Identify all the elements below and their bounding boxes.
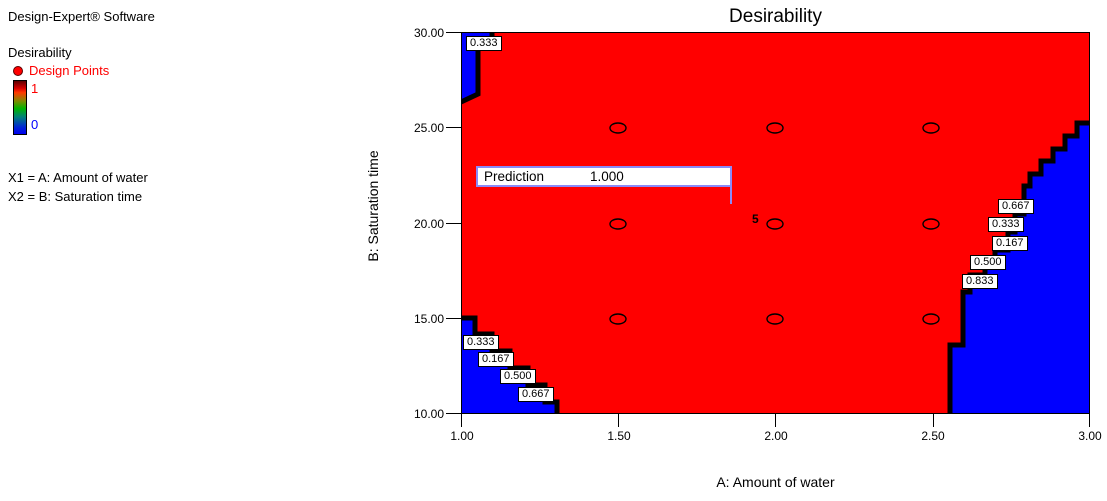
contour-label: 0.500 [500, 369, 536, 384]
y-tick [446, 32, 461, 33]
design-point-legend-icon [13, 66, 23, 76]
contour-label: 0.500 [970, 255, 1006, 270]
x1-assignment-label: X1 = A: Amount of water [8, 170, 148, 185]
color-scale-gradient [13, 80, 27, 135]
contour-label: 0.333 [466, 36, 502, 51]
y-tick-label: 20.00 [413, 217, 444, 231]
contour-label: 0.667 [518, 387, 554, 402]
x-tick [775, 414, 776, 427]
app-title: Design-Expert® Software [8, 9, 155, 24]
x-tick-label: 2.50 [921, 429, 945, 443]
response-name-label: Desirability [8, 45, 72, 60]
y-axis-title: B: Saturation time [365, 150, 381, 262]
x-axis-title: A: Amount of water [716, 474, 835, 490]
prediction-flag[interactable]: Prediction 1.000 [476, 166, 732, 187]
y-tick-label: 25.00 [413, 121, 444, 135]
prediction-leader-line [730, 187, 732, 204]
y-tick [446, 413, 461, 414]
color-scale-min-label: 0 [31, 117, 39, 132]
contour-label: 0.333 [988, 217, 1024, 232]
contour-label: 0.167 [478, 352, 514, 367]
contour-plot-canvas[interactable]: 0.333 0.667 0.333 0.167 0.500 0.833 0.33… [461, 32, 1090, 414]
x-tick [461, 414, 462, 427]
prediction-value: 1.000 [590, 169, 624, 184]
center-point-count-label: 5 [752, 212, 759, 226]
prediction-label: Prediction [484, 169, 545, 184]
y-tick-label: 30.00 [413, 26, 444, 40]
y-tick-label: 10.00 [413, 407, 444, 421]
x2-assignment-label: X2 = B: Saturation time [8, 189, 143, 204]
x-tick-label: 1.50 [607, 429, 631, 443]
y-tick [446, 223, 461, 224]
y-tick-label: 15.00 [413, 312, 444, 326]
x-tick [1089, 414, 1090, 427]
y-tick [446, 127, 461, 128]
x-tick-label: 2.00 [764, 429, 788, 443]
x-tick [618, 414, 619, 427]
contour-label: 0.833 [962, 274, 998, 289]
color-scale-max-label: 1 [31, 81, 39, 96]
contour-label: 0.333 [463, 335, 499, 350]
x-tick-label: 3.00 [1078, 429, 1102, 443]
chart-title: Desirability [729, 6, 822, 27]
x-tick-label: 1.00 [450, 429, 474, 443]
x-tick [933, 414, 934, 427]
contour-label: 0.667 [998, 199, 1034, 214]
contour-label: 0.167 [992, 236, 1028, 251]
y-tick [446, 318, 461, 319]
design-points-legend-label: Design Points [29, 63, 110, 78]
